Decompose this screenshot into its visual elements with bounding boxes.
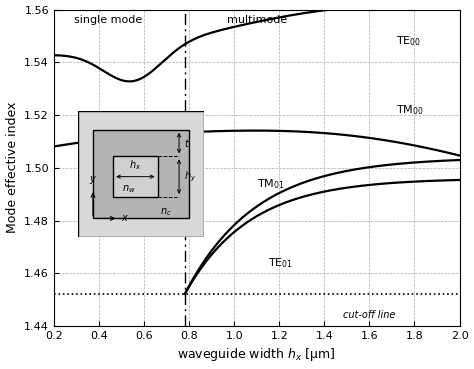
Text: single mode: single mode: [74, 15, 142, 25]
Text: $\mathrm{TE}_{00}$: $\mathrm{TE}_{00}$: [396, 34, 422, 48]
Text: $\mathrm{TM}_{01}$: $\mathrm{TM}_{01}$: [257, 177, 284, 190]
Text: cut-off line: cut-off line: [343, 310, 396, 320]
Y-axis label: Mode effective index: Mode effective index: [6, 102, 18, 234]
Text: $\mathrm{TM}_{00}$: $\mathrm{TM}_{00}$: [396, 103, 424, 117]
Text: multimode: multimode: [227, 15, 287, 25]
X-axis label: waveguide width $h_x$ [μm]: waveguide width $h_x$ [μm]: [177, 346, 336, 363]
Text: $\mathrm{TE}_{01}$: $\mathrm{TE}_{01}$: [268, 256, 293, 270]
